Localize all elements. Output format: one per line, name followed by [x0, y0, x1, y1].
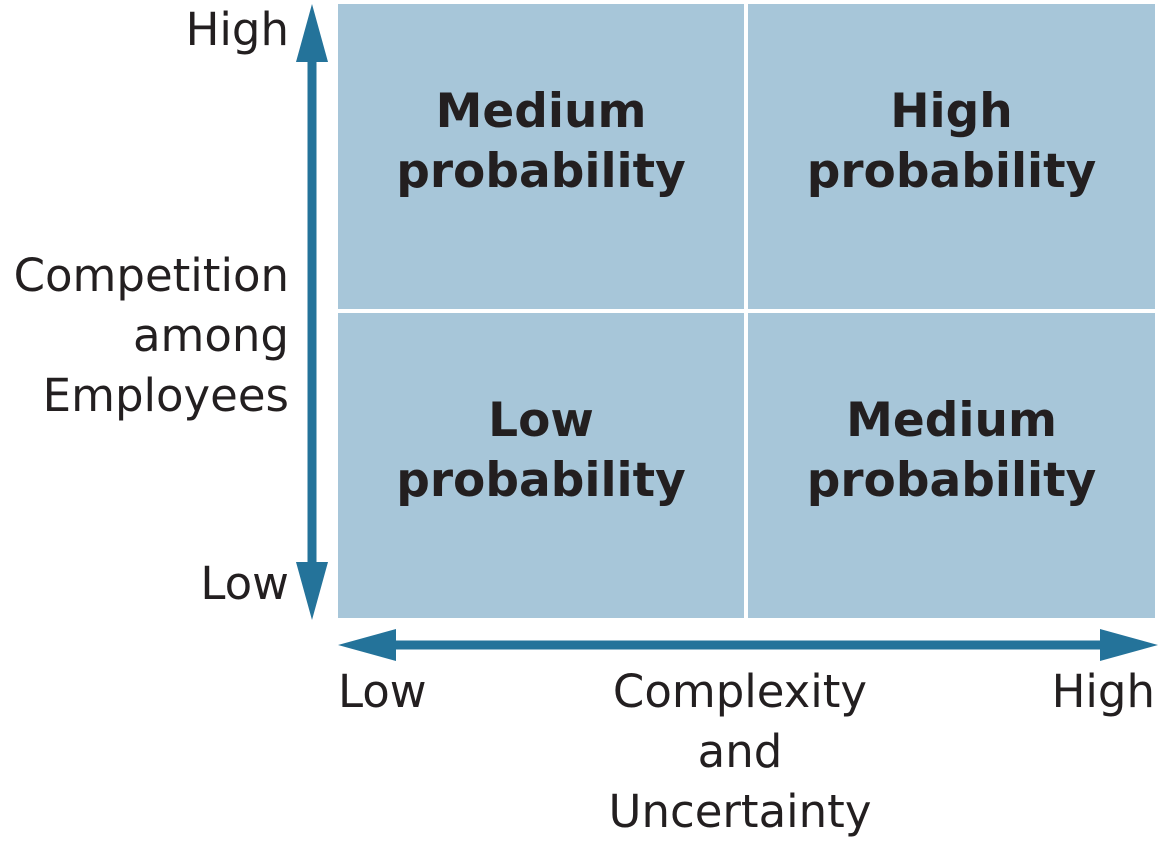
y-axis-arrowhead-down — [296, 562, 328, 620]
x-axis-high-label: High — [1051, 665, 1155, 718]
quadrant-low-probability-bottom-left: Low probability — [338, 313, 744, 618]
y-axis-title: Competition among Employees — [14, 246, 289, 426]
y-axis-high-label: High — [185, 3, 289, 56]
x-axis-title-line3: Uncertainty — [608, 785, 872, 838]
x-axis-arrowhead-left — [338, 629, 396, 661]
quadrant-label-line1: High — [890, 83, 1013, 139]
quadrant-label-line2: probability — [806, 452, 1097, 508]
quadrant-label: Medium probability — [807, 391, 1097, 541]
y-axis-title-line2: among — [132, 309, 289, 362]
quadrant-label-line2: probability — [396, 143, 686, 199]
x-axis-arrow — [338, 629, 1158, 661]
quadrant-high-probability-top-right: High probability — [748, 4, 1155, 309]
quadrant-label-line1: Medium — [435, 83, 647, 139]
quadrant-medium-probability-bottom-right: Medium probability — [748, 313, 1155, 618]
quadrant-label-line1: Low — [488, 392, 594, 448]
y-axis-title-line3: Employees — [42, 369, 289, 422]
x-axis-low-label: Low — [338, 665, 427, 718]
quadrant-label-line1: Medium — [846, 392, 1057, 448]
x-axis-arrowhead-right — [1100, 629, 1158, 661]
x-axis-title-line1: Complexity — [612, 665, 868, 718]
quadrant-medium-probability-top-left: Medium probability — [338, 4, 744, 309]
quadrant-label: Medium probability — [396, 82, 686, 232]
y-axis-low-label: Low — [200, 557, 289, 610]
quadrant-label: High probability — [807, 82, 1097, 232]
x-axis-title: Complexity and Uncertainty — [540, 662, 940, 842]
quadrant-label-line2: probability — [806, 143, 1097, 199]
x-axis-title-line2: and — [697, 725, 783, 778]
quadrant-label-line2: probability — [396, 452, 686, 508]
y-axis-arrow — [296, 4, 328, 620]
y-axis-title-line1: Competition — [13, 249, 289, 302]
y-axis-arrowhead-up — [296, 4, 328, 62]
quadrant-label: Low probability — [396, 391, 686, 541]
